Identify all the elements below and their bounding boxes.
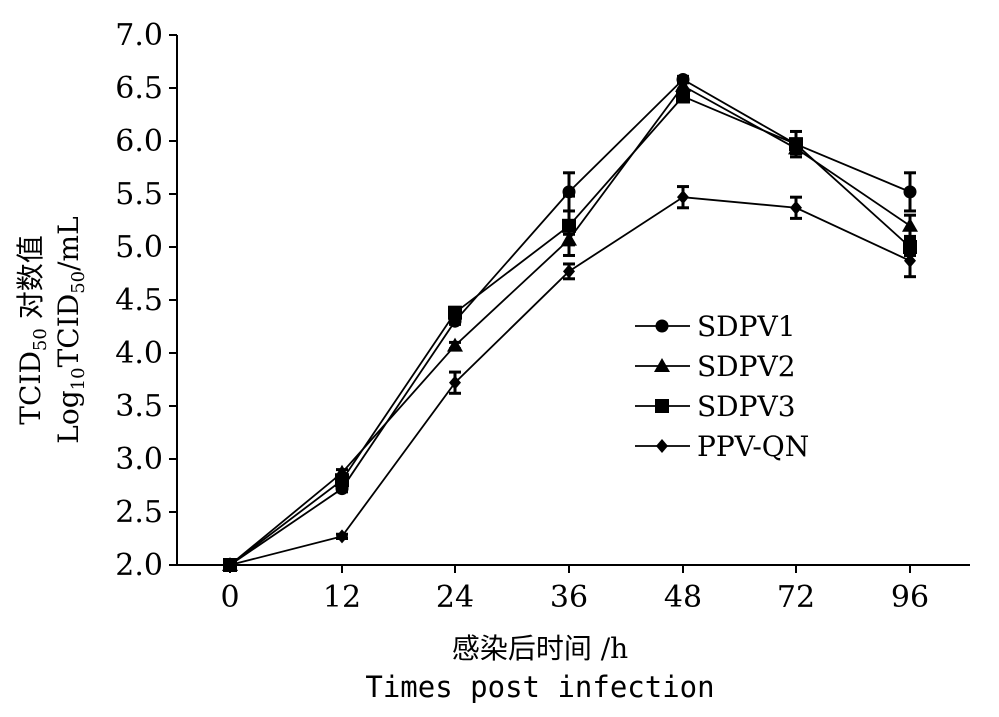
data-point xyxy=(447,337,463,352)
y-tick-label: 2.5 xyxy=(115,495,163,530)
y-tick-label: 3.0 xyxy=(115,442,163,477)
x-tick-label: 72 xyxy=(777,580,815,615)
legend-label: SDPV2 xyxy=(697,350,796,383)
data-point xyxy=(790,200,802,215)
y-tick-label: 3.5 xyxy=(115,389,163,424)
data-point xyxy=(904,253,916,268)
y-tick-label: 6.0 xyxy=(115,124,163,159)
legend-entry-sdpv2: SDPV2 xyxy=(635,350,796,383)
series-sdpv1 xyxy=(223,73,917,572)
x-axis-ticks: 0 12 24 36 48 72 96 xyxy=(220,565,929,615)
x-axis-title-english: Times post infection xyxy=(365,670,714,704)
x-tick-label: 12 xyxy=(323,580,361,615)
series-line xyxy=(229,78,911,566)
series-ppv-qn xyxy=(224,185,916,572)
data-point xyxy=(902,217,918,232)
x-axis-title-chinese: 感染后时间 /h xyxy=(452,632,628,665)
y-tick-label: 6.5 xyxy=(115,71,163,106)
y-tick-label: 7.0 xyxy=(115,18,163,53)
x-tick-label: 24 xyxy=(436,580,474,615)
legend-entry-sdpv1: SDPV1 xyxy=(635,310,796,343)
plot-area xyxy=(176,35,970,572)
y-axis-title-line1: TCID50 对数值 xyxy=(14,235,51,424)
y-axis-title: TCID50 对数值 Log10TCID50/mL xyxy=(14,216,89,443)
legend-entry-ppv-qn: PPV-QN xyxy=(635,430,809,463)
y-axis-ticks: 2.0 2.5 3.0 3.5 4.0 4.5 5.0 5.5 6.0 6.5 7.0 xyxy=(115,18,177,583)
data-point xyxy=(903,185,917,199)
legend-marker xyxy=(654,358,670,372)
x-tick-label: 96 xyxy=(891,580,929,615)
y-tick-label: 5.5 xyxy=(115,177,163,212)
series-line xyxy=(229,84,911,566)
x-tick-label: 36 xyxy=(550,580,588,615)
legend-entry-sdpv3: SDPV3 xyxy=(635,390,796,423)
legend: SDPV1 SDPV2 SDPV3 PPV-QN xyxy=(635,310,809,463)
legend-marker xyxy=(655,399,669,413)
y-axis-title-line2: Log10TCID50/mL xyxy=(52,216,89,443)
legend-label: SDPV1 xyxy=(697,310,796,343)
data-point xyxy=(677,190,689,205)
data-point xyxy=(335,473,349,488)
legend-marker xyxy=(655,319,669,333)
data-point xyxy=(789,137,803,152)
y-tick-label: 4.0 xyxy=(115,336,163,371)
legend-label: SDPV3 xyxy=(697,390,796,423)
data-point xyxy=(449,375,461,390)
data-point xyxy=(448,305,462,320)
data-point xyxy=(562,218,576,233)
data-point xyxy=(676,89,690,104)
legend-marker xyxy=(656,439,668,453)
data-point xyxy=(675,77,691,92)
y-tick-label: 4.5 xyxy=(115,283,163,318)
x-tick-label: 48 xyxy=(664,580,702,615)
data-point xyxy=(563,264,575,279)
data-point xyxy=(224,558,236,572)
y-tick-label: 2.0 xyxy=(115,548,163,583)
data-point xyxy=(336,529,348,544)
legend-label: PPV-QN xyxy=(697,430,809,463)
y-tick-label: 5.0 xyxy=(115,230,163,265)
x-tick-label: 0 xyxy=(220,580,239,615)
